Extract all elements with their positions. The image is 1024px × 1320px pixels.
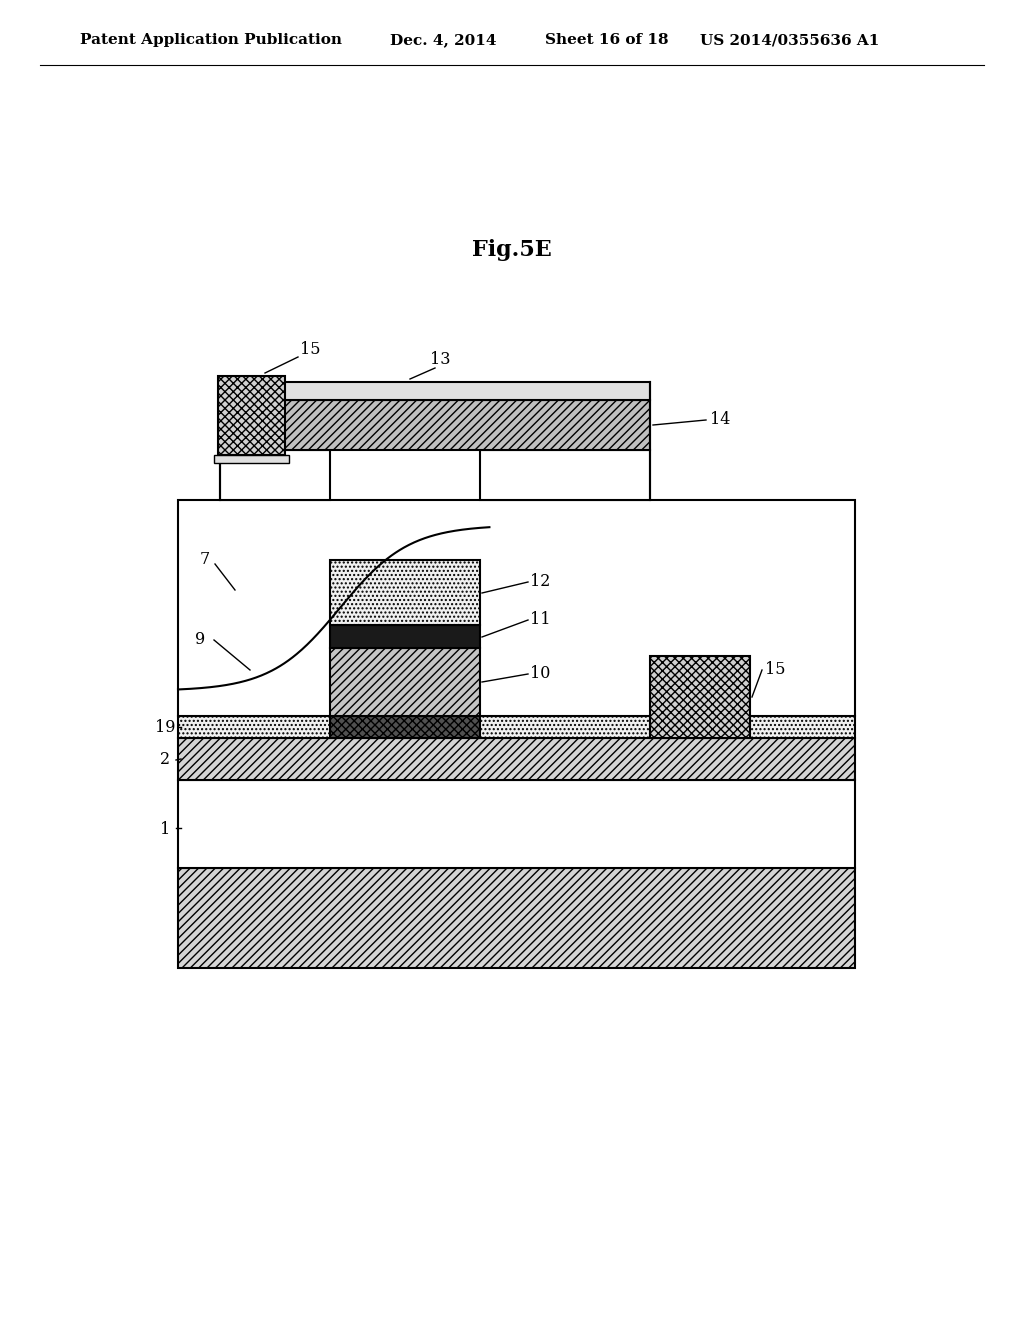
Bar: [178, 780, 855, 869]
Bar: [214, 455, 289, 463]
Bar: [218, 376, 285, 455]
Bar: [480, 450, 650, 500]
Text: Dec. 4, 2014: Dec. 4, 2014: [390, 33, 497, 48]
Text: 12: 12: [529, 573, 550, 590]
Text: 15: 15: [765, 661, 785, 678]
Text: 10: 10: [529, 665, 550, 682]
Text: 14: 14: [710, 412, 730, 429]
Bar: [220, 381, 650, 400]
Text: 2: 2: [160, 751, 170, 768]
Text: 7: 7: [200, 552, 210, 569]
Text: Sheet 16 of 18: Sheet 16 of 18: [545, 33, 669, 48]
Bar: [330, 715, 480, 738]
Text: 19: 19: [155, 718, 175, 735]
Text: 1: 1: [160, 821, 170, 838]
Bar: [220, 400, 650, 450]
Text: 9: 9: [195, 631, 205, 648]
Text: 11: 11: [529, 611, 550, 628]
Bar: [330, 560, 480, 624]
Bar: [330, 624, 480, 648]
Bar: [178, 715, 855, 738]
Text: 13: 13: [430, 351, 451, 368]
Text: US 2014/0355636 A1: US 2014/0355636 A1: [700, 33, 880, 48]
Bar: [178, 500, 855, 715]
Bar: [178, 738, 855, 780]
Bar: [330, 648, 480, 715]
Bar: [650, 656, 750, 738]
Bar: [178, 869, 855, 968]
Text: Patent Application Publication: Patent Application Publication: [80, 33, 342, 48]
Text: 15: 15: [300, 342, 321, 359]
Bar: [220, 450, 330, 500]
Text: Fig.5E: Fig.5E: [472, 239, 552, 261]
